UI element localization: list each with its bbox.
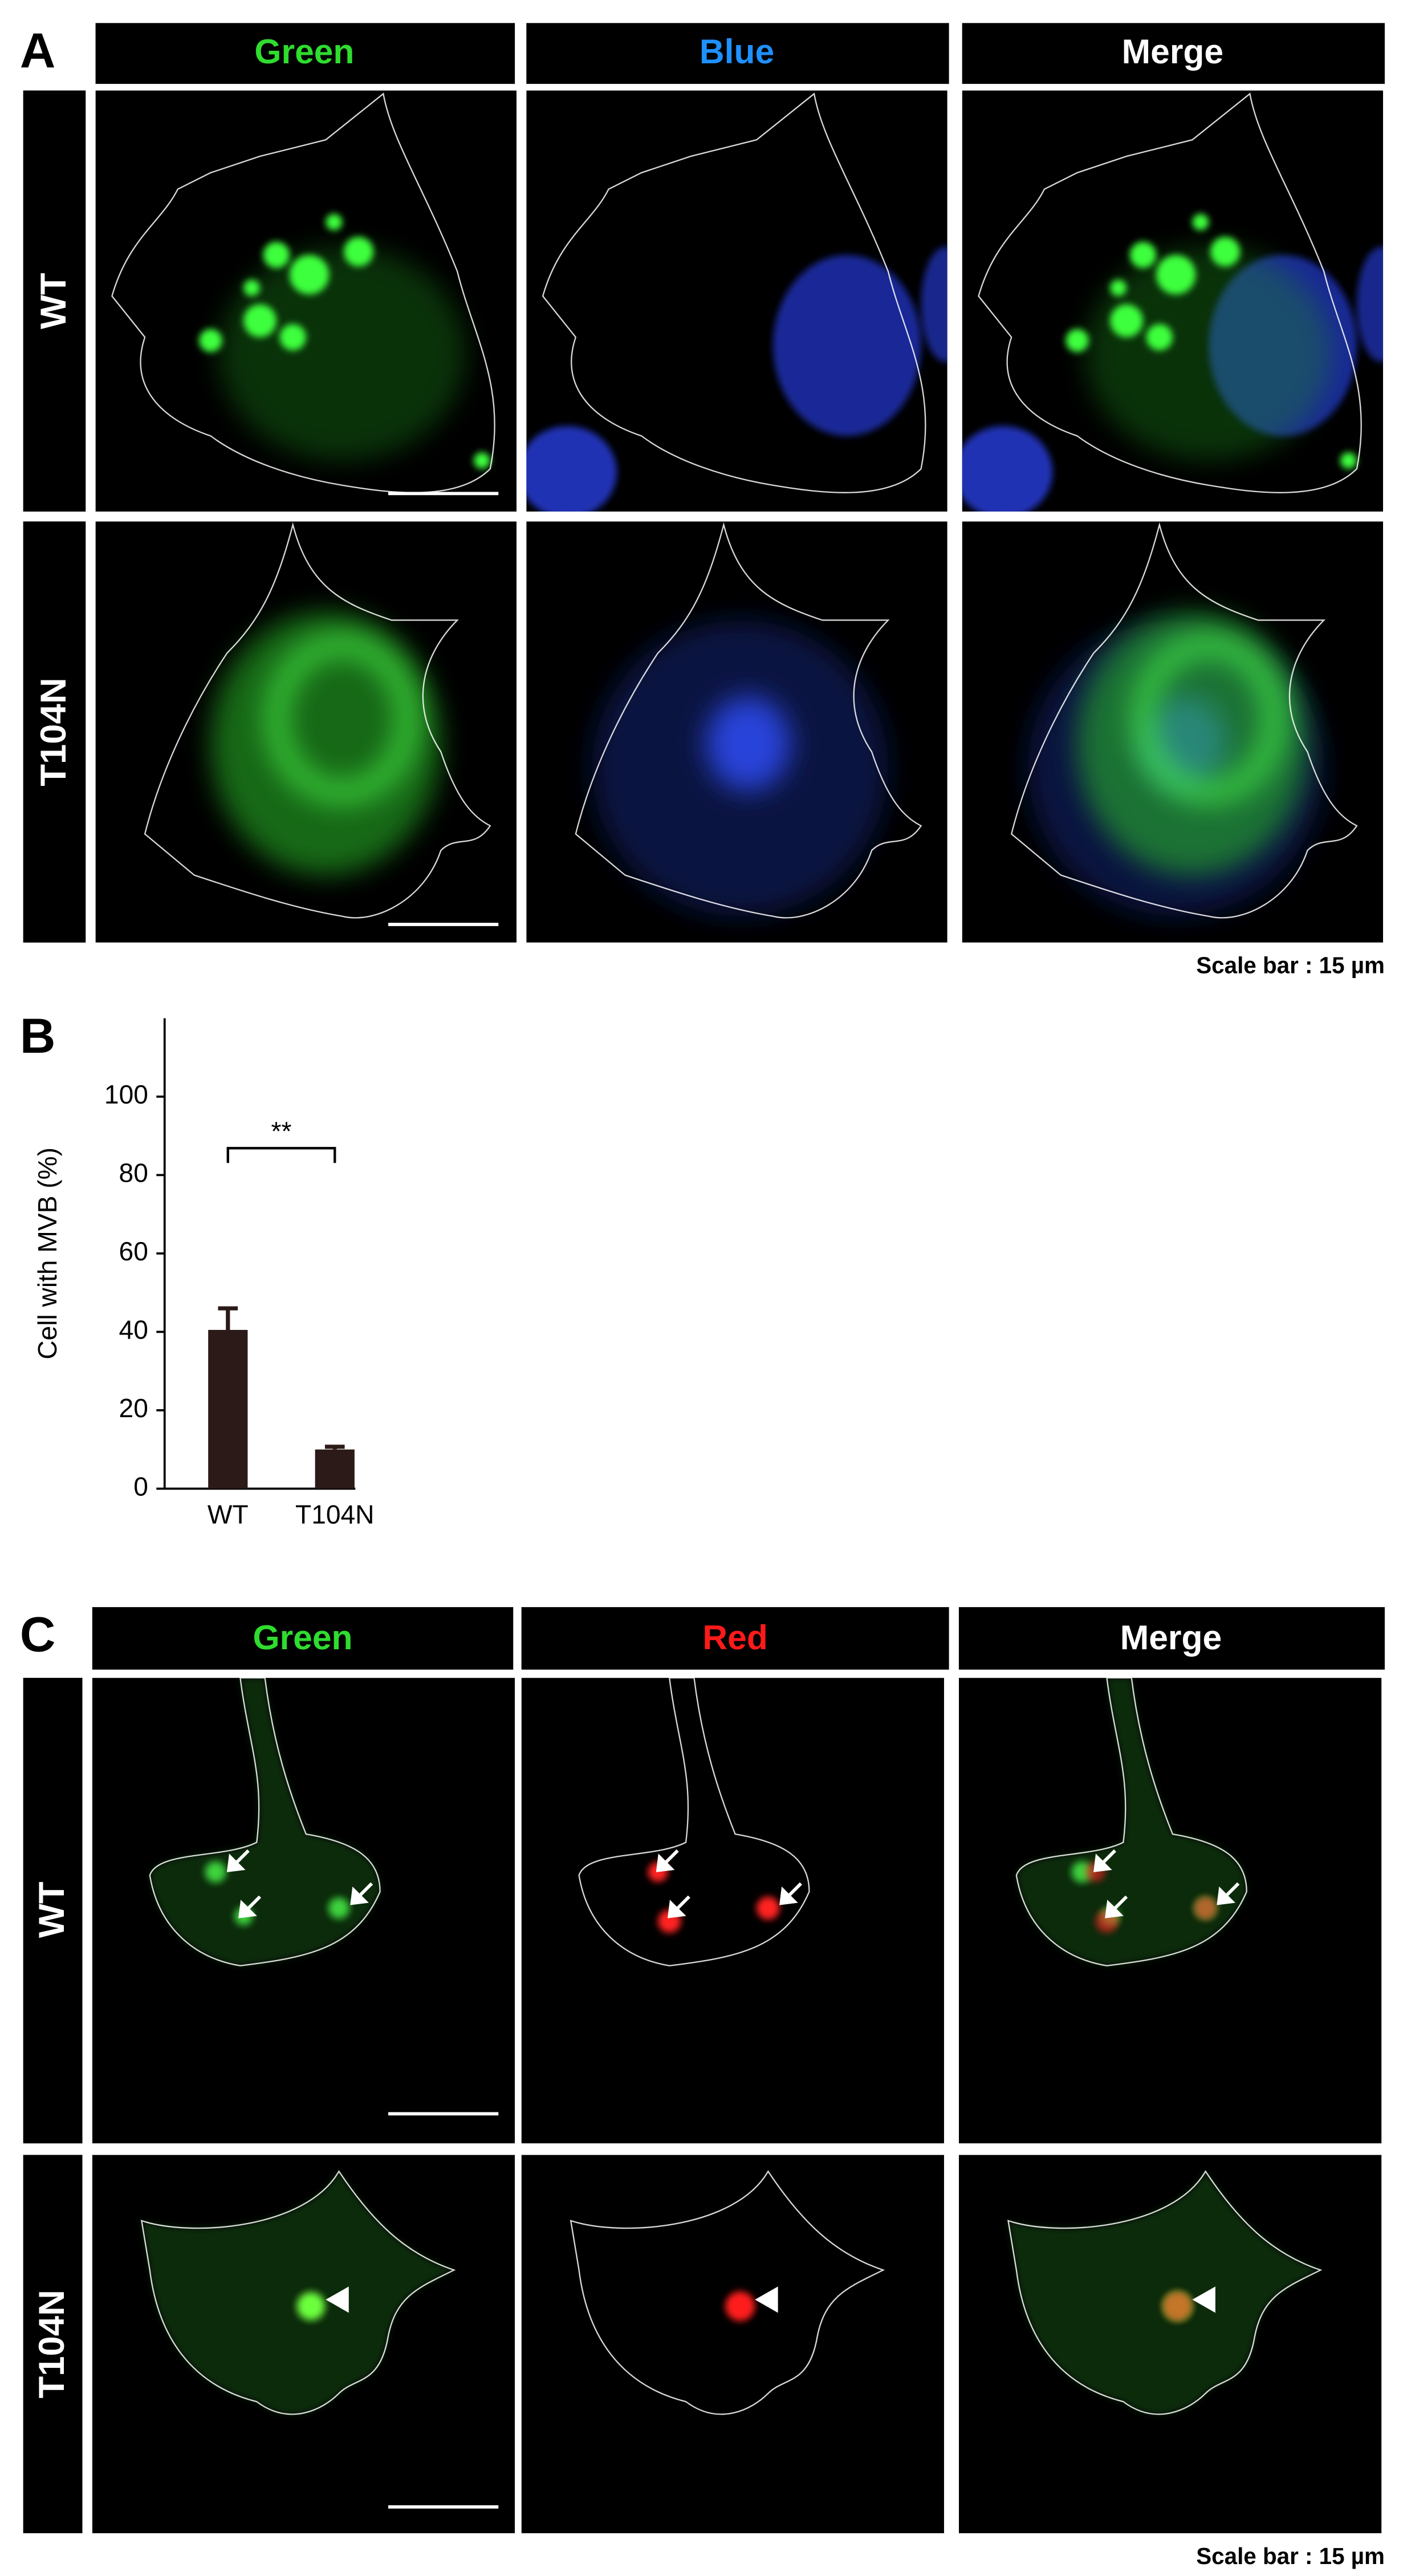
column-header: Blue bbox=[700, 32, 774, 71]
row-header: WT bbox=[34, 273, 74, 329]
x-tick-label: T104N bbox=[295, 1500, 375, 1530]
micrograph bbox=[521, 2155, 944, 2534]
header-box bbox=[95, 23, 515, 84]
micrograph bbox=[962, 521, 1384, 943]
micrograph bbox=[95, 90, 517, 512]
y-tick-label: 80 bbox=[119, 1158, 148, 1188]
bar-chart: 0 20 40 60 80 100 WT T104N ** bbox=[104, 1018, 375, 1530]
row-header: T104N bbox=[32, 2290, 72, 2398]
row-header: WT bbox=[32, 1881, 72, 1938]
header-box bbox=[92, 1607, 514, 1670]
micrograph bbox=[521, 1678, 944, 2144]
y-tick-label: 0 bbox=[133, 1472, 148, 1502]
micrograph bbox=[526, 521, 947, 943]
x-tick-label: WT bbox=[208, 1500, 249, 1530]
y-axis-label: Cell with MVB (%) bbox=[32, 1147, 62, 1360]
panel-letter: B bbox=[20, 1009, 55, 1064]
header-box bbox=[521, 1607, 949, 1670]
row-header-box bbox=[23, 2155, 83, 2534]
bar bbox=[315, 1449, 355, 1489]
micrograph bbox=[958, 2155, 1382, 2534]
column-header: Merge bbox=[1122, 32, 1223, 71]
y-tick-label: 40 bbox=[119, 1315, 148, 1345]
micrograph bbox=[92, 1678, 515, 2144]
column-header: Green bbox=[253, 1618, 353, 1657]
row-header-box bbox=[23, 521, 86, 943]
error-bar bbox=[218, 1306, 238, 1330]
header-box bbox=[526, 23, 949, 84]
panel-letter: C bbox=[20, 1608, 55, 1662]
bar bbox=[208, 1329, 248, 1489]
scale-note: Scale bar : 15 µm bbox=[1196, 2543, 1385, 2569]
header-box bbox=[958, 1607, 1385, 1670]
row-header-box bbox=[23, 1678, 83, 2144]
column-header: Red bbox=[702, 1618, 767, 1657]
header-box bbox=[962, 23, 1385, 84]
significance-label: ** bbox=[271, 1117, 292, 1146]
y-tick-label: 60 bbox=[119, 1236, 148, 1266]
micrograph bbox=[95, 521, 517, 943]
column-header: Green bbox=[254, 32, 354, 71]
row-header: T104N bbox=[34, 678, 74, 786]
micrograph bbox=[92, 2155, 515, 2534]
column-header: Merge bbox=[1120, 1618, 1222, 1657]
y-tick-label: 100 bbox=[104, 1080, 148, 1109]
error-bar bbox=[324, 1445, 345, 1450]
panel-letter: A bbox=[20, 23, 55, 78]
row-header-box bbox=[23, 90, 86, 512]
y-tick-label: 20 bbox=[119, 1393, 148, 1423]
micrograph bbox=[958, 1678, 1382, 2144]
micrograph bbox=[954, 90, 1403, 512]
micrograph bbox=[518, 90, 970, 512]
scale-note: Scale bar : 15 µm bbox=[1196, 952, 1385, 979]
significance-bracket bbox=[226, 1147, 336, 1163]
